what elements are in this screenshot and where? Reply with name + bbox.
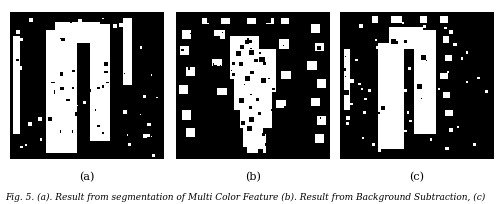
Text: (b): (b) [245, 172, 261, 183]
Text: Fig. 5. (a). Result from segmentation of Multi Color Feature (b). Result from Ba: Fig. 5. (a). Result from segmentation of… [5, 193, 485, 202]
Text: (c): (c) [409, 172, 424, 183]
Text: (a): (a) [79, 172, 94, 183]
